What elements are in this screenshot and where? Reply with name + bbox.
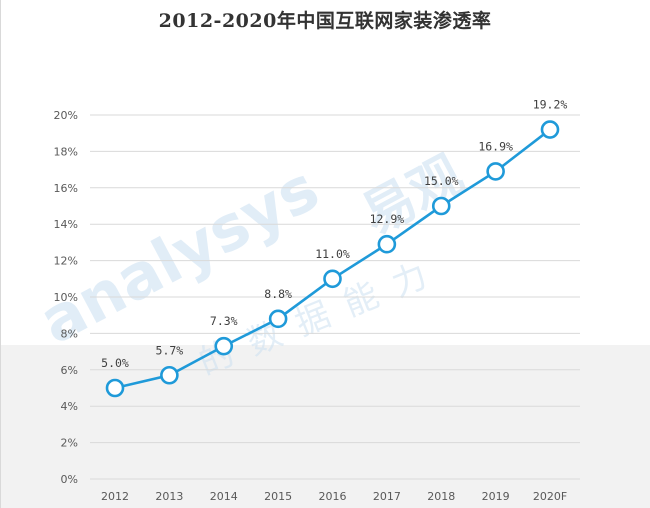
data-point (160, 365, 179, 385)
data-label: 5.7% (156, 343, 184, 357)
data-point (323, 269, 342, 289)
data-label: 5.0% (101, 356, 129, 370)
data-label: 11.0% (315, 247, 350, 261)
y-tick-label: 20% (54, 109, 78, 122)
y-tick-label: 18% (54, 145, 78, 158)
x-tick-label: 2015 (264, 490, 292, 503)
x-tick-label: 2017 (373, 490, 401, 503)
data-label: 15.0% (424, 174, 459, 188)
frame-left-edge (0, 0, 1, 508)
chart-title: 2012-2020年中国互联网家装渗透率 (158, 10, 492, 32)
x-tick-label: 2020F (533, 490, 567, 503)
data-label: 7.3% (210, 314, 238, 328)
x-tick-label: 2014 (210, 490, 238, 503)
x-axis-ticks: 2012 2013 2014 2015 2016 2017 2018 2019 2020F (101, 490, 567, 503)
y-axis-ticks: 0% 2% 4% 6% 8% 10% 12% 14% 16% 18% 20% (54, 109, 78, 486)
y-tick-label: 12% (54, 255, 78, 268)
x-tick-label: 2013 (155, 490, 183, 503)
x-tick-label: 2018 (427, 490, 455, 503)
data-label: 19.2% (533, 98, 568, 112)
data-labels: 5.0% 5.7% 7.3% 8.8% 11.0% 12.9% 15.0% 16.9% 19.2… (101, 98, 567, 370)
y-tick-label: 14% (54, 218, 78, 231)
data-point (105, 378, 125, 398)
data-markers (105, 120, 560, 398)
y-tick-label: 4% (61, 400, 78, 413)
x-tick-label: 2019 (482, 490, 510, 503)
y-tick-label: 10% (54, 291, 78, 304)
x-tick-label: 2016 (319, 490, 347, 503)
y-tick-label: 6% (61, 364, 78, 377)
y-tick-label: 2% (61, 437, 78, 450)
y-tick-label: 0% (61, 473, 78, 486)
data-point (431, 196, 451, 216)
lower-background-band (0, 345, 650, 508)
data-point (540, 120, 560, 139)
data-label: 8.8% (264, 287, 292, 301)
y-tick-label: 8% (61, 327, 78, 340)
x-tick-label: 2012 (101, 490, 129, 503)
data-label: 16.9% (478, 139, 513, 153)
data-point (486, 162, 505, 181)
data-label: 12.9% (370, 212, 405, 226)
data-point (214, 336, 234, 356)
watermark-chinese-main: 易观 (353, 145, 473, 247)
y-tick-label: 16% (54, 182, 78, 195)
gridlines (90, 114, 580, 480)
watermark: analysys 易观 的数据能力 (28, 145, 473, 384)
data-point (268, 309, 288, 329)
data-point (377, 234, 397, 254)
